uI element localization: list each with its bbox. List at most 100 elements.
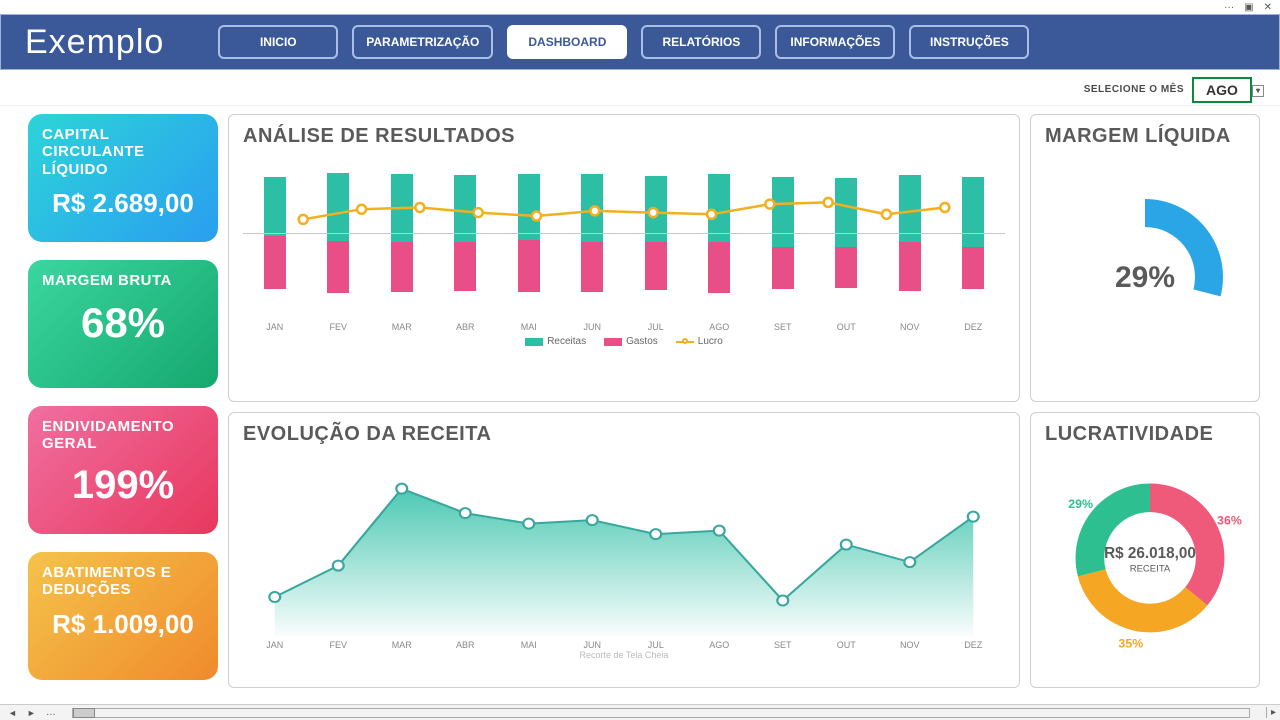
horizontal-scrollbar[interactable] (72, 708, 1250, 718)
month-label: AGO (688, 640, 752, 650)
bar-receitas (327, 173, 349, 241)
svg-text:35%: 35% (1118, 636, 1143, 650)
results-axis (243, 233, 1005, 234)
bar-receitas (518, 174, 540, 240)
profit-donut: 36%35%29%R$ 26.018,00RECEITA (1045, 446, 1255, 666)
kpi-card: ENDIVIDAMENTO GERAL 199% (28, 406, 218, 534)
kpi-title: CAPITAL CIRCULANTE LÍQUIDO (42, 126, 204, 178)
window-maximize-icon[interactable]: ▣ (1244, 2, 1253, 13)
month-value: AGO (1206, 82, 1238, 98)
month-label: MAR (370, 640, 434, 650)
main-grid: CAPITAL CIRCULANTE LÍQUIDO R$ 2.689,00 MAR… (0, 106, 1280, 704)
sheet-tabs: ◄ ► … (0, 707, 64, 718)
bar-gastos (327, 241, 349, 294)
nav-dashboard[interactable]: DASHBOARD (507, 25, 627, 59)
bar-gastos (518, 240, 540, 293)
window-close-icon[interactable]: ✕ (1264, 2, 1272, 13)
legend-item: Lucro (676, 336, 723, 347)
month-label: JUN (561, 322, 625, 332)
nav-parametrização[interactable]: PARAMETRIZAÇÃO (352, 25, 493, 59)
svg-text:R$ 26.018,00: R$ 26.018,00 (1104, 545, 1196, 562)
revenue-title: EVOLUÇÃO DA RECEITA (243, 423, 1005, 446)
margin-panel: MARGEM LÍQUIDA 29% (1030, 114, 1260, 402)
kpi-card: MARGEM BRUTA68% (28, 260, 218, 388)
results-chart (243, 148, 1005, 318)
month-label: FEV (307, 640, 371, 650)
nav-informações[interactable]: INFORMAÇÕES (775, 25, 895, 59)
bar-gastos (772, 247, 794, 290)
svg-text:29%: 29% (1068, 497, 1093, 511)
scrollbar-right-icon[interactable]: ▸ (1266, 707, 1280, 718)
month-select[interactable]: AGO ▾ (1192, 77, 1252, 103)
window-more-icon[interactable]: ··· (1224, 2, 1234, 13)
month-label: DEZ (942, 640, 1006, 650)
kpi-value: 68% (42, 299, 204, 347)
bar-gastos (962, 247, 984, 290)
legend-item: Gastos (604, 336, 658, 347)
kpi-value: R$ 2.689,00 (42, 188, 204, 219)
month-label: JAN (243, 640, 307, 650)
sheet-next-icon[interactable]: ► (27, 708, 36, 718)
sheet-more-icon[interactable]: … (46, 707, 56, 718)
sheet-footer: ◄ ► … ▸ (0, 704, 1280, 720)
chevron-down-icon[interactable]: ▾ (1252, 85, 1264, 97)
bar-gastos (708, 242, 730, 293)
bar-receitas (899, 175, 921, 241)
sheet-prev-icon[interactable]: ◄ (8, 708, 17, 718)
results-x-labels: JANFEVMARABRMAIJUNJULAGOSETOUTNOVDEZ (243, 322, 1005, 332)
revenue-area-svg (243, 446, 1005, 636)
month-label: ABR (434, 322, 498, 332)
nav-inicio[interactable]: INICIO (218, 25, 338, 59)
month-label: JUL (624, 640, 688, 650)
nav-relatórios[interactable]: RELATÓRIOS (641, 25, 761, 59)
bar-gastos (391, 242, 413, 291)
month-label: JAN (243, 322, 307, 332)
bar-gastos (645, 242, 667, 290)
center-panels: ANÁLISE DE RESULTADOS JANFEVMARABRMAIJUN… (228, 114, 1020, 704)
month-label: FEV (307, 322, 371, 332)
month-label: JUL (624, 322, 688, 332)
profit-title: LUCRATIVIDADE (1045, 423, 1245, 446)
margin-donut: 29% (1045, 154, 1245, 384)
revenue-footer-note: Recorte de Tela Cheia (243, 650, 1005, 660)
month-label: SELECIONE O MÊS (1084, 84, 1184, 95)
results-legend: Receitas Gastos Lucro (243, 332, 1005, 347)
kpi-title: ENDIVIDAMENTO GERAL (42, 418, 204, 453)
revenue-panel: EVOLUÇÃO DA RECEITA JANFEVMARABRMAIJUNJU… (228, 412, 1020, 688)
month-label: SET (751, 322, 815, 332)
month-label: JUN (561, 640, 625, 650)
bar-receitas (454, 175, 476, 241)
scrollbar-thumb[interactable] (73, 708, 95, 718)
revenue-x-labels: JANFEVMARABRMAIJUNJULAGOSETOUTNOVDEZ (243, 640, 1005, 650)
kpi-title: ABATIMENTOS E DEDUÇÕES (42, 564, 204, 599)
revenue-chart (243, 446, 1005, 636)
bar-receitas (962, 177, 984, 247)
results-title: ANÁLISE DE RESULTADOS (243, 125, 1005, 148)
results-panel: ANÁLISE DE RESULTADOS JANFEVMARABRMAIJUN… (228, 114, 1020, 402)
bar-receitas (264, 177, 286, 237)
window-titlebar: ··· ▣ ✕ (0, 0, 1280, 14)
month-label: MAR (370, 322, 434, 332)
kpi-value: 199% (42, 463, 204, 508)
svg-text:RECEITA: RECEITA (1130, 563, 1171, 574)
month-label: OUT (815, 322, 879, 332)
month-strip: SELECIONE O MÊS AGO ▾ (0, 70, 1280, 106)
month-label: DEZ (942, 322, 1006, 332)
navbar: Exemplo INICIO PARAMETRIZAÇÃO DASHBOARD REL… (0, 14, 1280, 70)
kpi-value: R$ 1.009,00 (42, 609, 204, 640)
margin-title: MARGEM LÍQUIDA (1045, 125, 1245, 148)
bar-receitas (772, 177, 794, 247)
profit-panel: LUCRATIVIDADE 36%35%29%R$ 26.018,00RECEI… (1030, 412, 1260, 688)
kpi-cards: CAPITAL CIRCULANTE LÍQUIDO R$ 2.689,00 MAR… (28, 114, 218, 704)
bar-gastos (454, 242, 476, 291)
brand-title: Exemplo (25, 23, 164, 62)
month-label: ABR (434, 640, 498, 650)
month-label: AGO (688, 322, 752, 332)
month-label: NOV (878, 640, 942, 650)
kpi-card: CAPITAL CIRCULANTE LÍQUIDO R$ 2.689,00 (28, 114, 218, 242)
bar-gastos (264, 236, 286, 289)
bar-gastos (899, 242, 921, 291)
nav-instruções[interactable]: INSTRUÇÕES (909, 25, 1029, 59)
month-label: MAI (497, 640, 561, 650)
legend-item: Receitas (525, 336, 586, 347)
